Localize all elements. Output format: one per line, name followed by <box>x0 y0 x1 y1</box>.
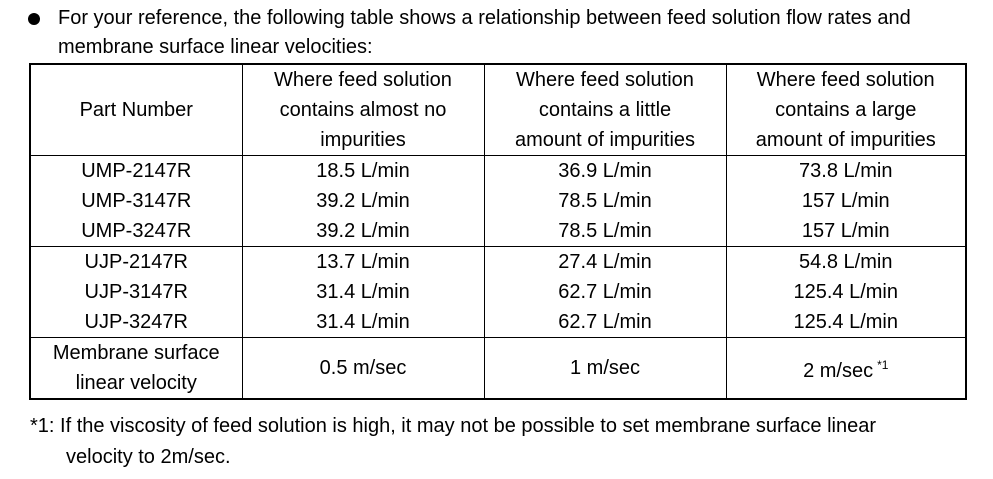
footnote-line: *1: If the viscosity of feed solution is… <box>30 415 876 437</box>
header-large-impurities: Where feed solution contains a large amo… <box>726 64 966 156</box>
footnote: *1: If the viscosity of feed solution is… <box>30 411 980 473</box>
header-line: Where feed solution <box>516 69 694 91</box>
table-row: UJP-2147R 13.7 L/min 27.4 L/min 54.8 L/m… <box>30 246 966 277</box>
part-number-cell: UJP-2147R <box>30 246 243 277</box>
table-row: UMP-3247R 39.2 L/min 78.5 L/min 157 L/mi… <box>30 216 966 247</box>
flow-cell: 78.5 L/min <box>484 186 727 216</box>
flow-cell: 39.2 L/min <box>242 186 485 216</box>
header-part-number: Part Number <box>30 64 243 156</box>
velocity-cell: 1 m/sec <box>484 337 727 399</box>
flow-cell: 31.4 L/min <box>242 307 485 338</box>
flow-cell: 125.4 L/min <box>793 311 898 333</box>
intro-paragraph: For your reference, the following table … <box>28 4 978 62</box>
flow-cell: 62.7 L/min <box>484 307 727 338</box>
part-number-cell: UJP-3247R <box>30 307 243 338</box>
velocity-cell: 0.5 m/sec <box>242 337 485 399</box>
flow-cell: 125.4 L/min <box>793 281 898 303</box>
flow-cell: 36.9 L/min <box>484 155 727 186</box>
part-number-cell: UJP-3147R <box>30 277 243 307</box>
header-line: contains a large <box>775 99 917 121</box>
flow-cell: 13.7 L/min <box>242 246 485 277</box>
flow-cell: 31.4 L/min <box>242 277 485 307</box>
table-row: UJP-3247R 31.4 L/min 62.7 L/min 125.4 L/… <box>30 307 966 338</box>
header-line: Where feed solution <box>274 69 452 91</box>
flow-cell: 18.5 L/min <box>242 155 485 186</box>
flow-cell: 73.8 L/min <box>799 160 893 182</box>
part-number-cell: UMP-2147R <box>30 155 243 186</box>
table-row: UJP-3147R 31.4 L/min 62.7 L/min 125.4 L/… <box>30 277 966 307</box>
header-line: amount of impurities <box>755 129 936 151</box>
footnote-line: velocity to 2m/sec. <box>66 446 231 468</box>
header-line: Where feed solution <box>756 69 935 91</box>
table-row: UMP-2147R 18.5 L/min 36.9 L/min 73.8 L/m… <box>30 155 966 186</box>
bullet-icon <box>28 13 40 25</box>
velocity-row: Membrane surface linear velocity 0.5 m/s… <box>30 337 966 399</box>
flow-cell: 39.2 L/min <box>242 216 485 247</box>
velocity-value: 2 m/sec <box>803 360 874 382</box>
flow-cell: 62.7 L/min <box>484 277 727 307</box>
velocity-label-line: Membrane surface <box>52 342 220 364</box>
footnote-marker: *1 <box>877 358 889 372</box>
velocity-label-line: linear velocity <box>75 372 197 394</box>
header-line: contains a little <box>538 99 672 121</box>
part-number-cell: UMP-3247R <box>30 216 243 247</box>
velocity-label-cell: Membrane surface linear velocity <box>30 337 243 399</box>
header-line: amount of impurities <box>514 129 696 151</box>
flow-cell: 27.4 L/min <box>484 246 727 277</box>
header-almost-no-impurities: Where feed solution contains almost no i… <box>242 64 485 156</box>
table-header-row: Part Number Where feed solution contains… <box>30 64 966 156</box>
table-row: UMP-3147R 39.2 L/min 78.5 L/min 157 L/mi… <box>30 186 966 216</box>
flow-cell: 54.8 L/min <box>726 246 966 277</box>
flow-cell: 157 L/min <box>801 190 890 212</box>
velocity-cell: 2 m/sec *1 <box>726 337 966 399</box>
flow-rate-table: Part Number Where feed solution contains… <box>29 63 967 400</box>
flow-cell: 157 L/min <box>801 220 890 242</box>
header-line: contains almost no <box>279 99 447 121</box>
header-line: impurities <box>320 129 406 151</box>
intro-text: For your reference, the following table … <box>58 7 911 58</box>
part-number-cell: UMP-3147R <box>30 186 243 216</box>
header-little-impurities: Where feed solution contains a little am… <box>484 64 727 156</box>
flow-cell: 78.5 L/min <box>484 216 727 247</box>
